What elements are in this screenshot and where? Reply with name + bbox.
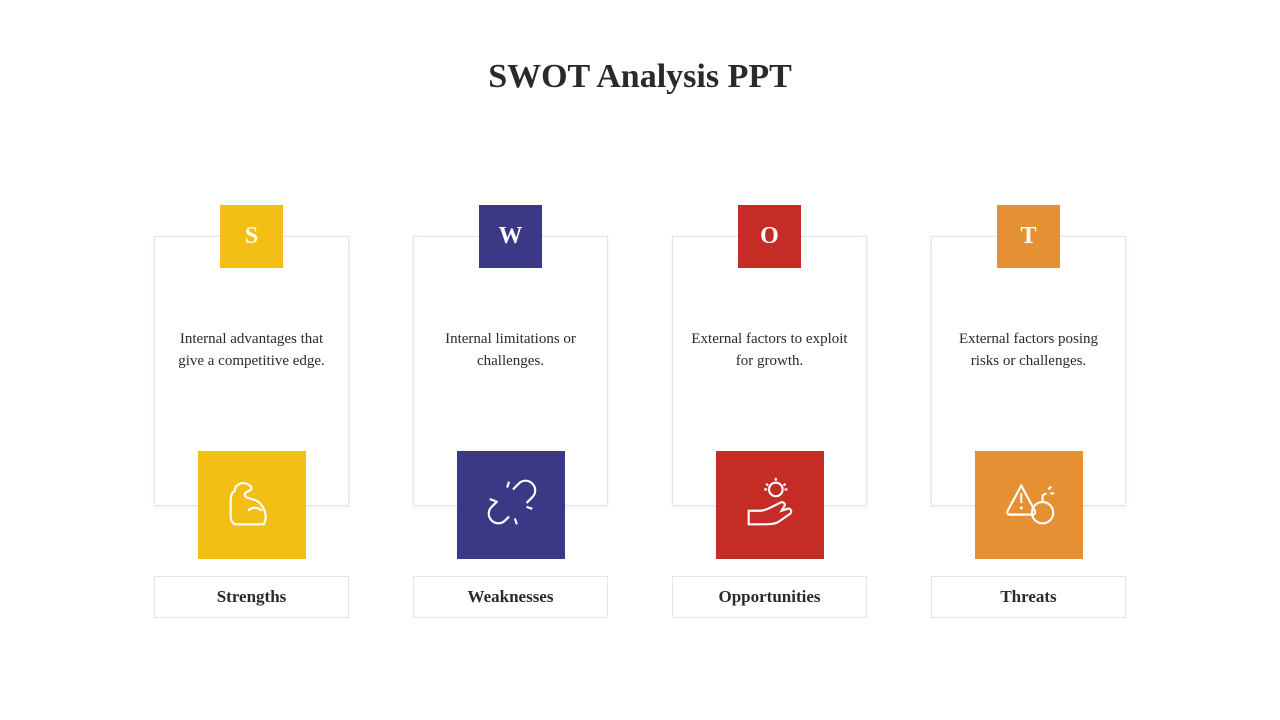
page-title: SWOT Analysis PPT <box>0 0 1280 96</box>
muscle-icon <box>221 472 283 539</box>
desc-opportunities: External factors to exploit for growth. <box>689 329 850 373</box>
desc-weaknesses: Internal limitations or challenges. <box>430 329 591 373</box>
icon-box-weaknesses <box>457 451 565 559</box>
card-body-opportunities: External factors to exploit for growth. <box>672 236 867 506</box>
card-opportunities: O External factors to exploit for growth… <box>672 236 867 618</box>
icon-box-threats <box>975 451 1083 559</box>
card-strengths: S Internal advantages that give a compet… <box>154 236 349 618</box>
desc-threats: External factors posing risks or challen… <box>948 329 1109 373</box>
letter-box-w: W <box>479 205 542 268</box>
icon-box-opportunities <box>716 451 824 559</box>
hand-bulb-icon <box>739 472 801 539</box>
card-body-weaknesses: Internal limitations or challenges. <box>413 236 608 506</box>
card-threats: T External factors posing risks or chall… <box>931 236 1126 618</box>
swot-cards-row: S Internal advantages that give a compet… <box>0 236 1280 618</box>
desc-strengths: Internal advantages that give a competit… <box>171 329 332 373</box>
label-threats: Threats <box>931 576 1126 618</box>
letter-box-s: S <box>220 205 283 268</box>
broken-link-icon <box>480 472 542 539</box>
card-weaknesses: W Internal limitations or challenges. We… <box>413 236 608 618</box>
label-opportunities: Opportunities <box>672 576 867 618</box>
label-strengths: Strengths <box>154 576 349 618</box>
letter-box-o: O <box>738 205 801 268</box>
card-body-strengths: Internal advantages that give a competit… <box>154 236 349 506</box>
label-weaknesses: Weaknesses <box>413 576 608 618</box>
letter-box-t: T <box>997 205 1060 268</box>
warning-bomb-icon <box>998 472 1060 539</box>
card-body-threats: External factors posing risks or challen… <box>931 236 1126 506</box>
icon-box-strengths <box>198 451 306 559</box>
